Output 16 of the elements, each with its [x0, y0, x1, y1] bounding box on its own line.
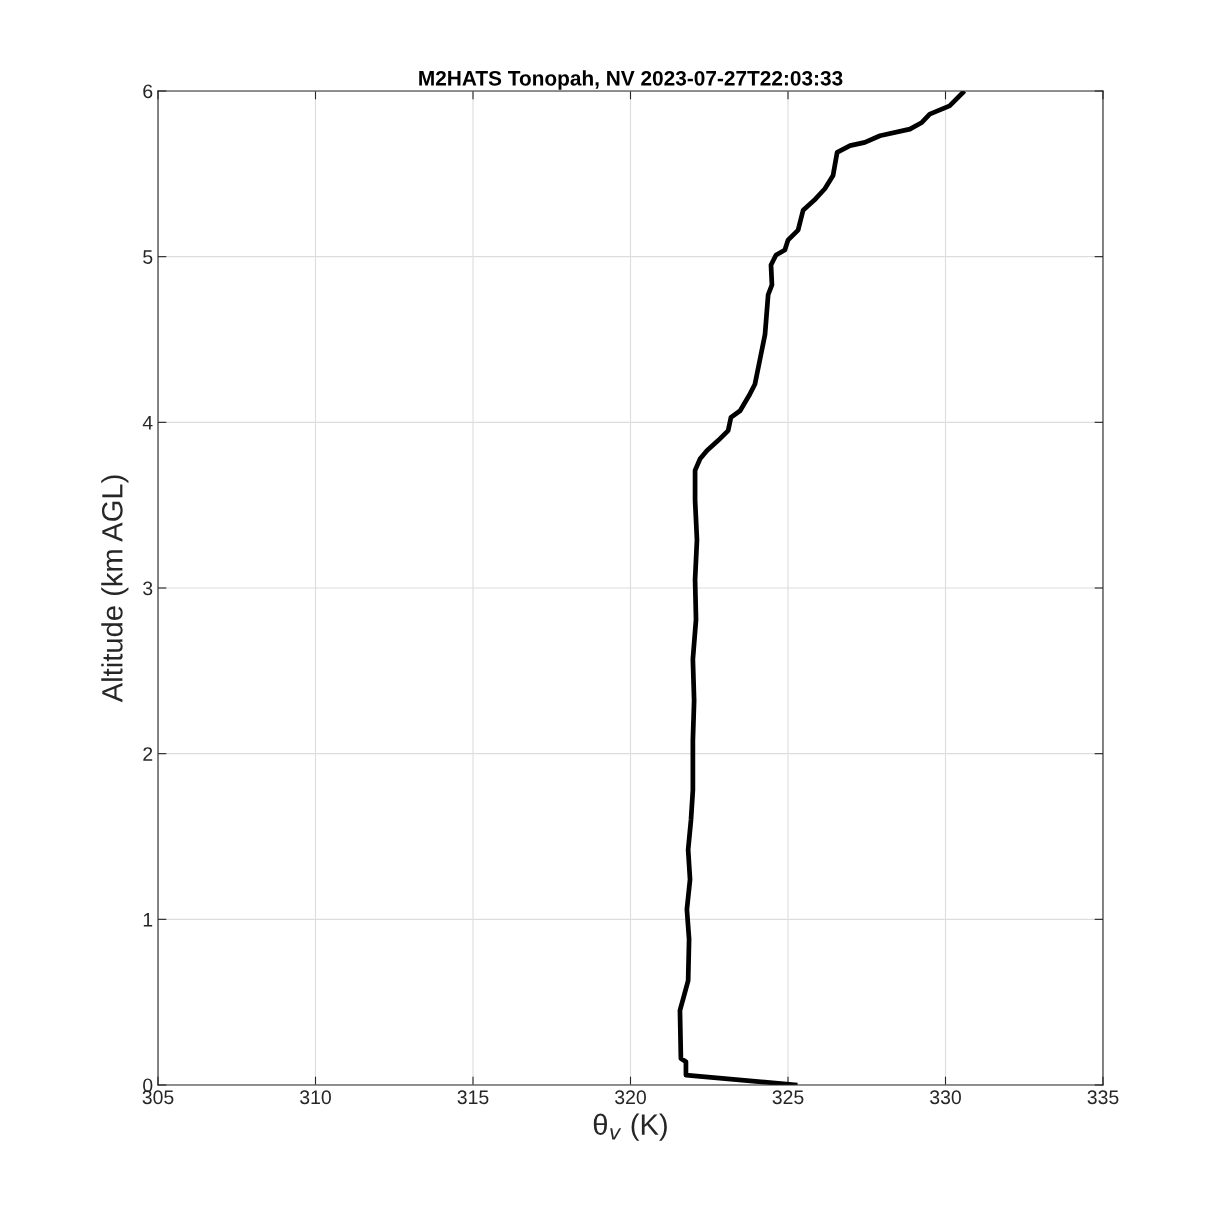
y-tick-label: 5 — [143, 250, 153, 264]
y-tick-label: 3 — [143, 581, 153, 596]
x-tick-label: 335 — [1087, 1090, 1119, 1105]
y-axis-title: Altitude (km AGL) — [101, 475, 129, 703]
y-tick-label: 6 — [143, 84, 153, 99]
y-tick-label: 4 — [142, 416, 153, 430]
x-axis-title: θ$_{v}$ (K) — [593, 1113, 667, 1141]
x-tick-label: 315 — [457, 1090, 489, 1105]
chart-title: M2HATS Tonopah, NV 2023-07-27T22:03:33 — [419, 70, 843, 90]
x-tick-label: 325 — [772, 1090, 804, 1105]
x-tick-label: 320 — [615, 1090, 646, 1105]
x-tick-label: 330 — [930, 1090, 961, 1105]
x-tick-label: 310 — [300, 1090, 331, 1105]
line-series — [677, 91, 967, 1085]
y-tick-label: 2 — [143, 747, 153, 761]
y-tick-label: 1 — [143, 913, 153, 927]
